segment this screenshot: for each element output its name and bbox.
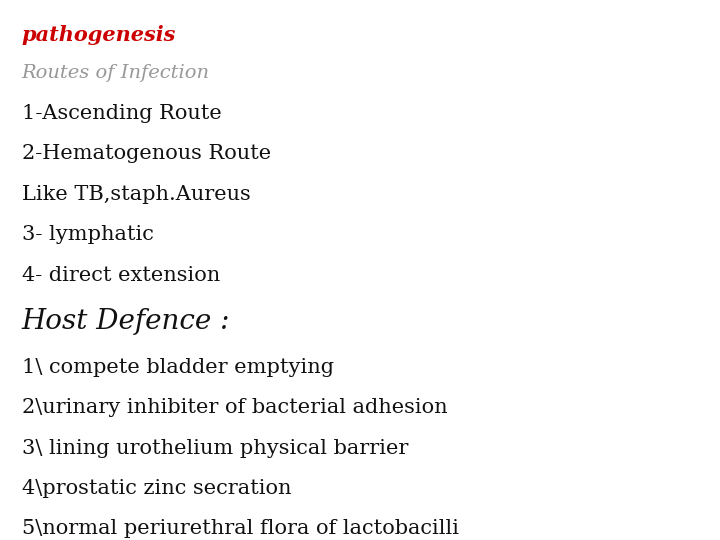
Text: pathogenesis: pathogenesis bbox=[22, 25, 176, 45]
Text: 2\urinary inhibiter of bacterial adhesion: 2\urinary inhibiter of bacterial adhesio… bbox=[22, 398, 447, 417]
Text: Routes of Infection: Routes of Infection bbox=[22, 64, 210, 82]
Text: 4- direct extension: 4- direct extension bbox=[22, 266, 220, 285]
Text: Host Defence :: Host Defence : bbox=[22, 308, 230, 335]
Text: 4\prostatic zinc secration: 4\prostatic zinc secration bbox=[22, 479, 291, 498]
Text: 1\ compete bladder emptying: 1\ compete bladder emptying bbox=[22, 357, 333, 377]
Text: 3\ lining urothelium physical barrier: 3\ lining urothelium physical barrier bbox=[22, 438, 408, 458]
Text: 5\normal periurethral flora of lactobacilli: 5\normal periurethral flora of lactobaci… bbox=[22, 518, 459, 538]
Text: 2-Hematogenous Route: 2-Hematogenous Route bbox=[22, 144, 271, 164]
Text: Like TB,staph.Aureus: Like TB,staph.Aureus bbox=[22, 185, 251, 204]
Text: 3- lymphatic: 3- lymphatic bbox=[22, 225, 153, 245]
Text: 1-Ascending Route: 1-Ascending Route bbox=[22, 104, 221, 123]
